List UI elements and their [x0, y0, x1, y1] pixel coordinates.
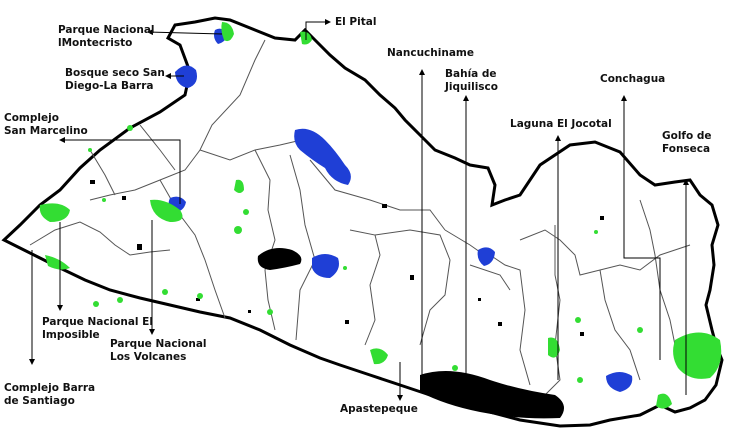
- label-conchagua: Conchagua: [600, 73, 666, 85]
- label-jocotal: Laguna El Jocotal: [510, 118, 612, 130]
- label-el-imposible: Parque Nacional El Imposible: [42, 316, 153, 341]
- label-jiquilisco: Bahía de Jiquilisco: [445, 68, 498, 93]
- label-barra-santiago: Complejo Barra de Santiago: [4, 382, 96, 407]
- label-bosque-seco: Bosque seco San Diego-La Barra: [65, 67, 165, 92]
- dark-spots: [90, 180, 604, 419]
- label-nancuchiname: Nancuchiname: [387, 47, 474, 59]
- country-outline: [1, 16, 724, 428]
- forest-patches: [39, 22, 722, 409]
- leader-lines: [29, 19, 689, 401]
- label-fonseca: Golfo de Fonseca: [662, 130, 712, 155]
- label-los-volcanes: Parque Nacional Los Volcanes: [110, 338, 207, 363]
- label-el-pital: El Pital: [335, 16, 377, 28]
- leader-montecristo: [147, 29, 223, 36]
- label-montecristo: Parque Nacional lMontecristo: [58, 24, 155, 49]
- department-boundaries: [29, 39, 691, 396]
- water-bodies: [168, 28, 633, 392]
- label-apastepeque: Apastepeque: [340, 403, 418, 415]
- label-san-marcelino: Complejo San Marcelino: [4, 112, 88, 137]
- leader-conchagua: [621, 95, 661, 360]
- leader-el-pital: [305, 19, 331, 40]
- leader-san-marcelino: [59, 137, 181, 204]
